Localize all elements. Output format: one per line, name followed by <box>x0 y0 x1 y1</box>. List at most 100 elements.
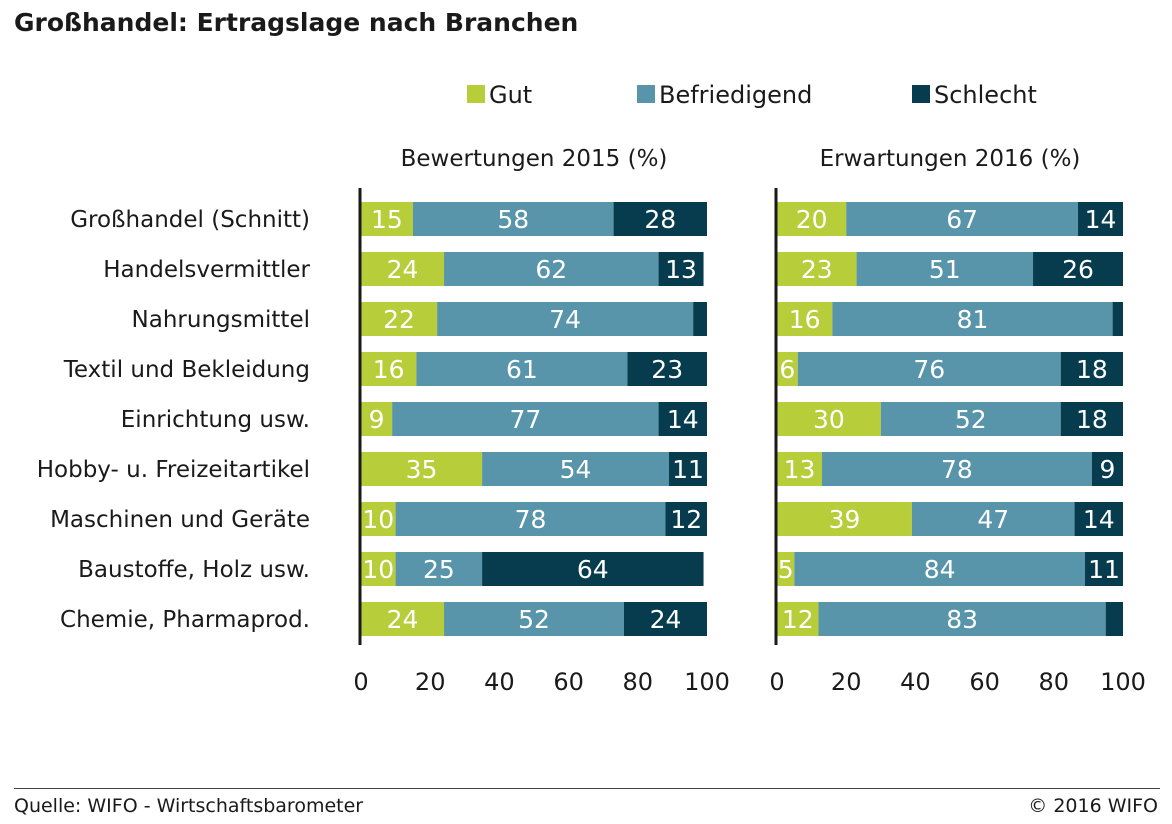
x-tick-label: 20 <box>415 668 446 696</box>
source-note: Quelle: WIFO - Wirtschaftsbarometer <box>14 795 364 817</box>
data-label-schlecht: 9 <box>1099 455 1115 484</box>
data-label-gut: 20 <box>796 205 828 234</box>
data-label-gut: 13 <box>784 455 816 484</box>
bar-gut <box>361 502 396 536</box>
bar-schlecht <box>1060 402 1123 436</box>
category-label: Nahrungsmittel <box>132 307 310 333</box>
data-label-befriedigend: 76 <box>913 355 945 384</box>
bar-befriedigend <box>392 402 659 436</box>
data-label-gut: 39 <box>829 505 861 534</box>
data-label-schlecht: 11 <box>672 455 704 484</box>
x-tick-label: 80 <box>1039 668 1070 696</box>
bar-befriedigend <box>856 252 1034 286</box>
bar-schlecht <box>1078 202 1123 236</box>
data-label-gut: 23 <box>801 255 833 284</box>
bar-gut <box>777 602 819 636</box>
legend-swatch-schlecht <box>912 85 930 103</box>
chart-title: Großhandel: Ertragslage nach Branchen <box>14 8 579 37</box>
legend-label-schlecht: Schlecht <box>934 81 1037 109</box>
data-label-schlecht: 14 <box>667 405 699 434</box>
category-label: Chemie, Pharmaprod. <box>60 607 310 633</box>
bar-befriedigend <box>416 352 628 386</box>
bar-befriedigend <box>832 302 1113 336</box>
data-label-gut: 6 <box>779 355 795 384</box>
data-label-befriedigend: 54 <box>560 455 592 484</box>
data-label-befriedigend: 58 <box>497 205 529 234</box>
bar-schlecht <box>668 452 707 486</box>
x-tick-label: 40 <box>484 668 515 696</box>
x-tick-label: 80 <box>623 668 654 696</box>
data-label-schlecht: 23 <box>651 355 683 384</box>
bar-befriedigend <box>395 502 666 536</box>
bar-schlecht <box>665 502 707 536</box>
bar-schlecht <box>627 352 707 386</box>
data-label-schlecht: 64 <box>577 555 609 584</box>
bar-befriedigend <box>395 552 483 586</box>
bar-befriedigend <box>818 602 1106 636</box>
data-label-schlecht: 14 <box>1083 505 1115 534</box>
data-label-gut: 10 <box>362 505 394 534</box>
bar-schlecht <box>658 252 704 286</box>
category-label: Großhandel (Schnitt) <box>70 207 310 233</box>
bar-schlecht <box>482 552 704 586</box>
bar-gut <box>777 352 798 386</box>
bar-befriedigend <box>794 552 1085 586</box>
bar-befriedigend <box>911 502 1075 536</box>
x-tick-label: 100 <box>684 668 730 696</box>
data-label-befriedigend: 74 <box>549 305 581 334</box>
data-label-befriedigend: 62 <box>535 255 567 284</box>
legend-swatch-gut <box>467 85 485 103</box>
data-label-gut: 22 <box>383 305 415 334</box>
bar-schlecht <box>1033 252 1123 286</box>
footer-divider <box>14 788 1160 789</box>
data-label-befriedigend: 77 <box>509 405 541 434</box>
bar-schlecht <box>623 602 707 636</box>
data-label-schlecht: 24 <box>650 605 682 634</box>
data-label-gut: 12 <box>782 605 814 634</box>
data-label-befriedigend: 52 <box>518 605 550 634</box>
x-tick-label: 0 <box>353 668 368 696</box>
data-label-befriedigend: 25 <box>423 555 455 584</box>
bar-befriedigend <box>880 402 1061 436</box>
bar-gut <box>361 602 445 636</box>
bar-befriedigend <box>444 252 659 286</box>
data-label-schlecht: 13 <box>665 255 697 284</box>
bar-schlecht <box>1060 352 1123 386</box>
legend-label-gut: Gut <box>489 81 532 109</box>
data-label-gut: 10 <box>362 555 394 584</box>
category-label: Textil und Bekleidung <box>63 357 310 383</box>
bar-befriedigend <box>846 202 1079 236</box>
data-label-schlecht: 18 <box>1076 355 1108 384</box>
data-label-gut: 24 <box>387 605 419 634</box>
bar-gut <box>777 402 881 436</box>
bar-gut <box>361 452 483 486</box>
bar-gut <box>777 252 857 286</box>
bar-gut <box>777 452 822 486</box>
bar-gut <box>777 552 795 586</box>
bar-befriedigend <box>444 602 624 636</box>
bar-gut <box>361 202 413 236</box>
bar-befriedigend <box>412 202 614 236</box>
x-tick-label: 40 <box>900 668 931 696</box>
bar-schlecht <box>1105 602 1123 636</box>
data-label-befriedigend: 67 <box>946 205 978 234</box>
x-tick-label: 20 <box>831 668 862 696</box>
category-label: Baustoffe, Holz usw. <box>78 557 310 583</box>
bar-befriedigend <box>821 452 1092 486</box>
data-label-gut: 15 <box>371 205 403 234</box>
data-label-gut: 5 <box>778 555 794 584</box>
copyright-note: © 2016 WIFO <box>1028 795 1158 817</box>
legend-label-befriedigend: Befriedigend <box>659 81 812 109</box>
bar-befriedigend <box>437 302 694 336</box>
data-label-gut: 30 <box>813 405 845 434</box>
bar-gut <box>777 502 912 536</box>
bar-schlecht <box>1112 302 1123 336</box>
panel-title: Bewertungen 2015 (%) <box>401 146 668 172</box>
bar-gut <box>361 352 417 386</box>
data-label-befriedigend: 81 <box>957 305 989 334</box>
bar-schlecht <box>658 402 707 436</box>
bar-befriedigend <box>797 352 1061 386</box>
bar-gut <box>361 402 393 436</box>
data-label-befriedigend: 78 <box>515 505 547 534</box>
